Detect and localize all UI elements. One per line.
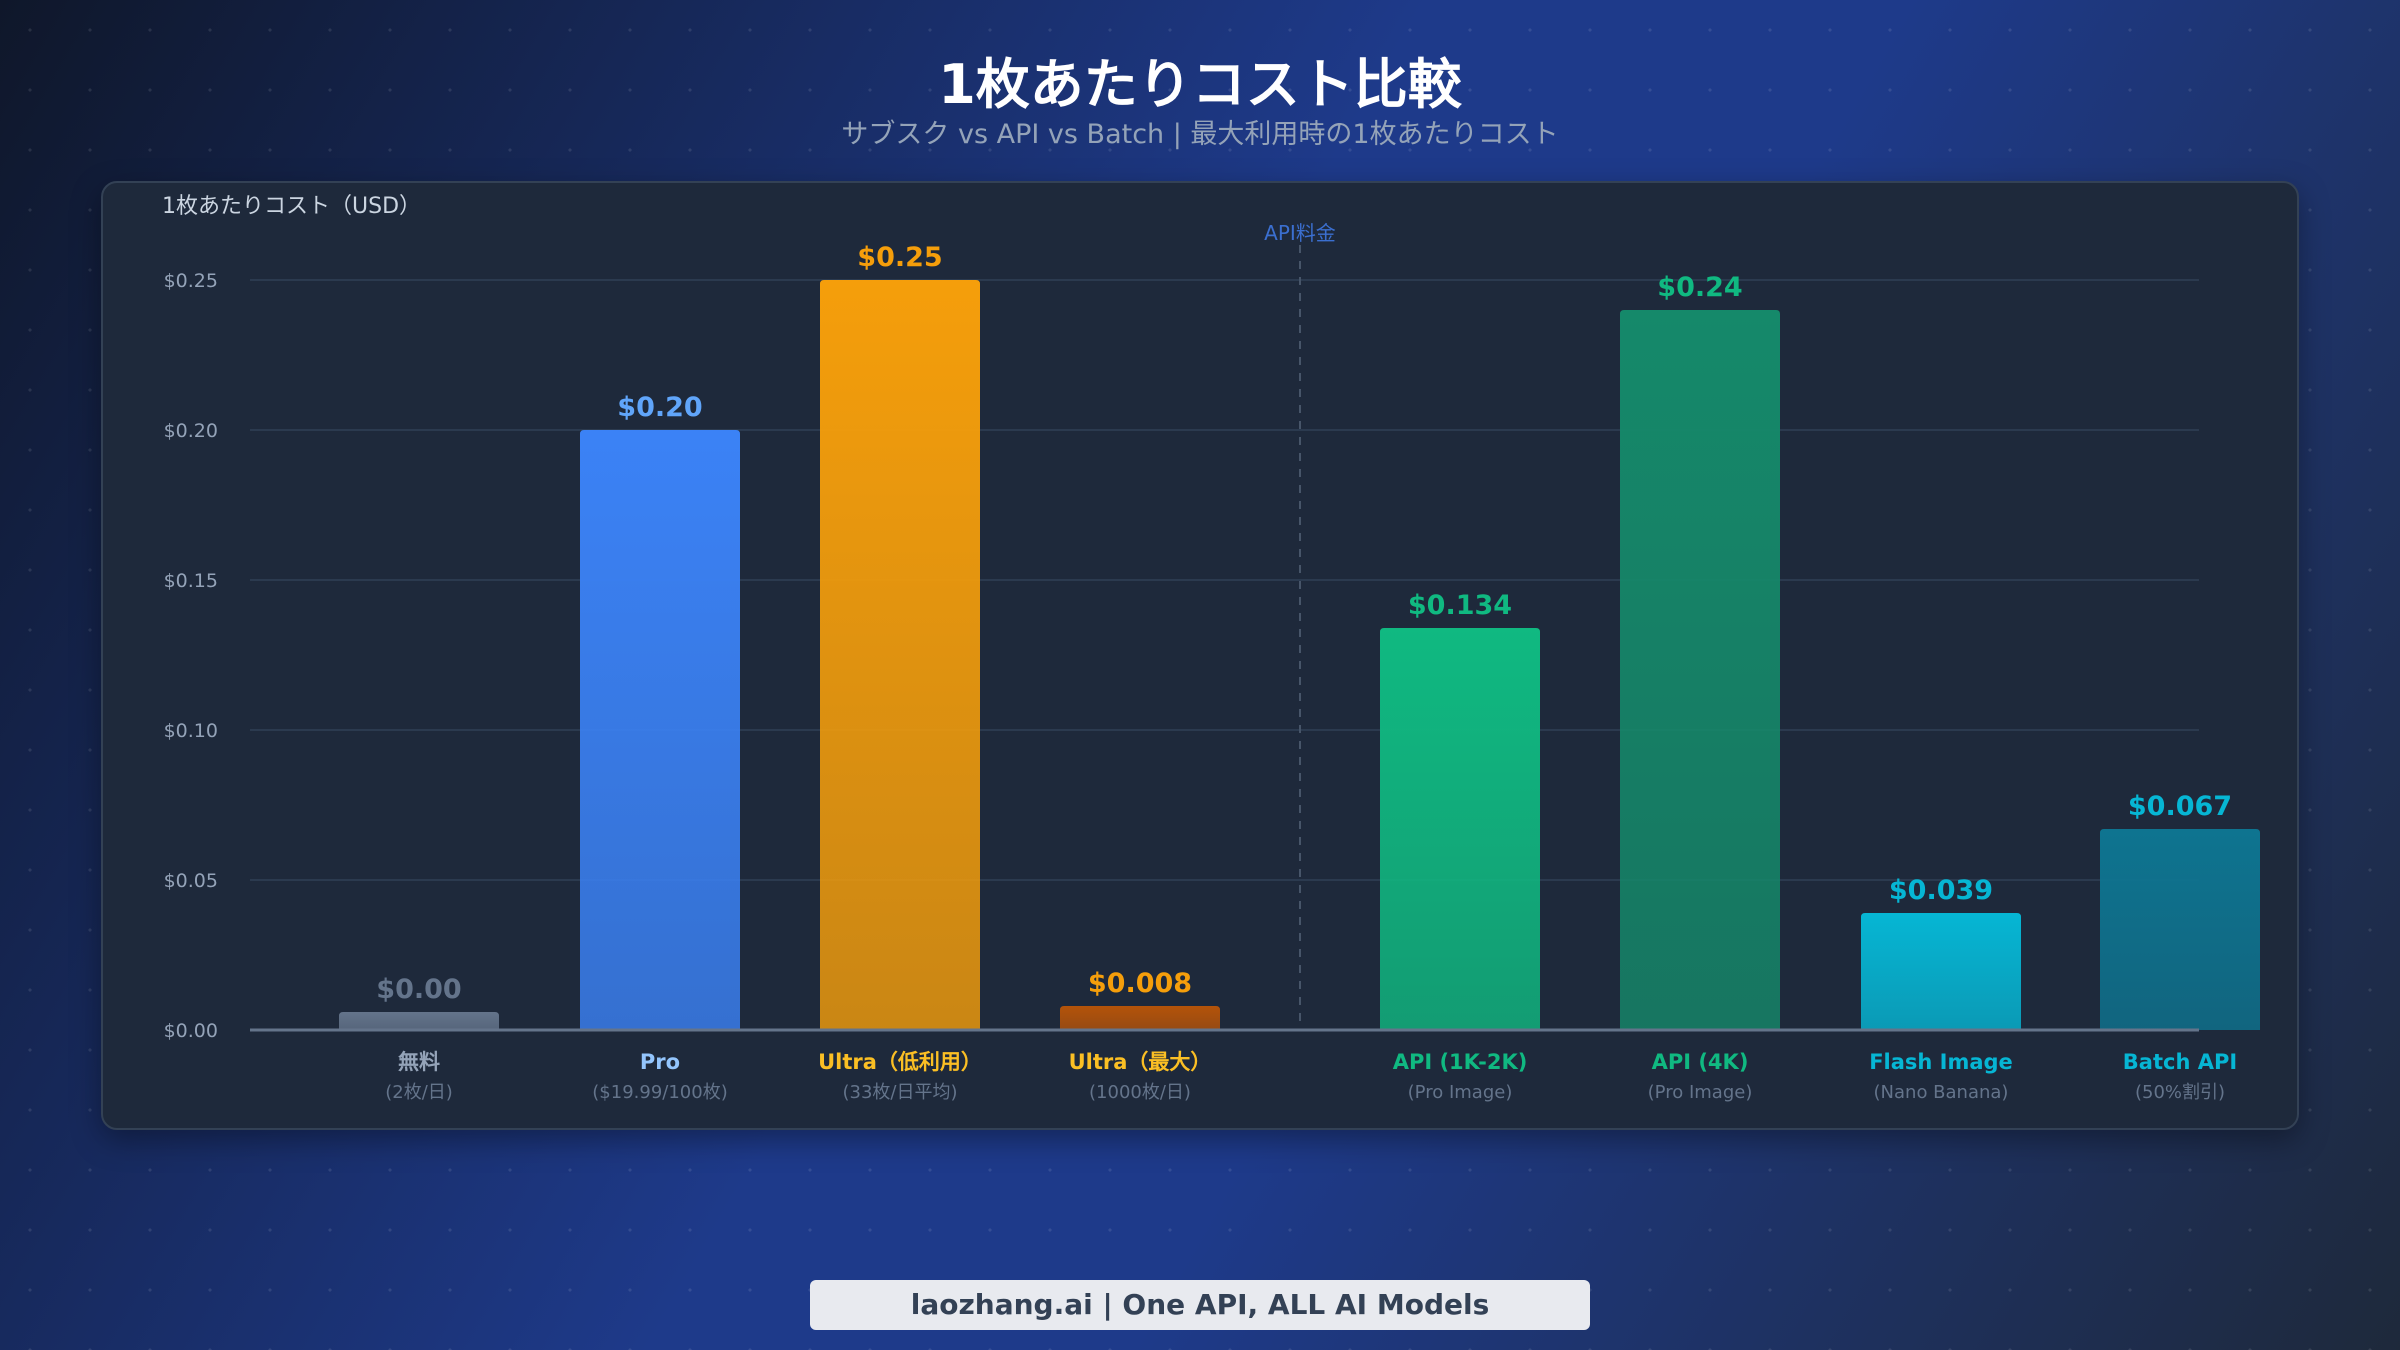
y-tick-label: $0.10 — [164, 720, 218, 742]
value-label: $0.134 — [1408, 590, 1512, 621]
bar — [2100, 829, 2260, 1030]
category-label: Flash Image — [1869, 1050, 2013, 1074]
page-subtitle: サブスク vs API vs Batch | 最大利用時の1枚あたりコスト — [841, 119, 1559, 150]
value-label: $0.25 — [857, 242, 942, 273]
y-axis-label: 1枚あたりコスト（USD） — [162, 194, 422, 219]
value-label: $0.039 — [1889, 875, 1993, 906]
value-label: $0.20 — [617, 392, 702, 423]
footer-banner: laozhang.ai | One API, ALL AI Models — [810, 1280, 1590, 1330]
bar — [1861, 913, 2021, 1030]
category-sublabel: (Pro Image) — [1408, 1082, 1513, 1103]
value-label: $0.067 — [2128, 791, 2232, 822]
y-tick-label: $0.00 — [164, 1020, 218, 1042]
page-title: 1枚あたりコスト比較 — [938, 53, 1462, 116]
category-sublabel: (Pro Image) — [1648, 1082, 1753, 1103]
category-sublabel: (Nano Banana) — [1874, 1082, 2009, 1103]
category-sublabel: (50%割引) — [2135, 1082, 2225, 1103]
y-tick-label: $0.05 — [164, 870, 218, 892]
bar — [580, 430, 740, 1030]
category-sublabel: (33枚/日平均) — [842, 1082, 957, 1103]
y-tick-label: $0.20 — [164, 420, 218, 442]
category-sublabel: ($19.99/100枚) — [592, 1082, 727, 1103]
category-label: 無料 — [398, 1050, 440, 1074]
category-label: Ultra（最大） — [1069, 1050, 1212, 1074]
category-sublabel: (1000枚/日) — [1089, 1082, 1191, 1103]
category-label: Ultra（低利用） — [818, 1050, 982, 1074]
category-label: Batch API — [2123, 1050, 2237, 1074]
bar — [1380, 628, 1540, 1030]
bar — [1620, 310, 1780, 1030]
bar — [820, 280, 980, 1030]
bar — [339, 1012, 499, 1030]
value-label: $0.24 — [1657, 272, 1742, 303]
y-tick-label: $0.25 — [164, 270, 218, 292]
category-label: Pro — [640, 1050, 680, 1074]
category-label: API (1K-2K) — [1393, 1050, 1528, 1074]
category-sublabel: (2枚/日) — [385, 1082, 453, 1103]
y-tick-label: $0.15 — [164, 570, 218, 592]
category-label: API (4K) — [1652, 1050, 1749, 1074]
bar — [1060, 1006, 1220, 1030]
value-label: $0.008 — [1088, 968, 1192, 999]
value-label: $0.00 — [376, 974, 461, 1005]
divider-label: API料金 — [1264, 221, 1336, 245]
